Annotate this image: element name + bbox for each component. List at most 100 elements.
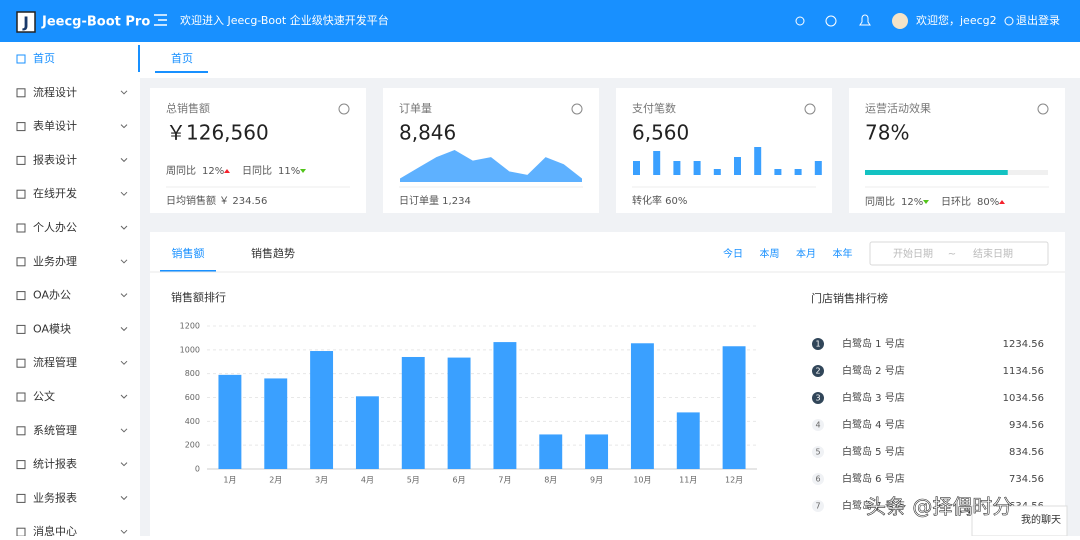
info-icon [804,103,816,115]
mini-bar [633,161,640,175]
chat-box [971,505,1068,537]
watermark: 头条 @择偶时分 [866,495,1012,519]
store-value: 1034.56 [1003,393,1044,404]
logo-text: Jeecg-Boot Pro [41,15,150,30]
menu-item[interactable]: 统计报表 [33,457,77,471]
y-tick-label: 0 [195,465,200,474]
store-name: 白鹭岛 1 号店 [842,337,905,350]
logout-button[interactable]: 退出登录 [1016,13,1060,27]
menu-arrow [120,529,128,534]
y-tick-label: 1000 [180,345,200,354]
range-button[interactable]: 本月 [796,247,816,260]
rank-number: 6 [815,475,820,484]
menu-item[interactable]: 表单设计 [33,119,77,133]
menu-item[interactable]: 系统管理 [33,423,77,437]
page-tab[interactable]: 首页 [171,51,193,65]
y-tick-label: 1200 [180,322,200,331]
rank-badge [812,500,824,512]
mini-bar [734,157,741,175]
card-title: 支付笔数 [632,101,676,115]
stat-label: 日环比 [941,196,971,208]
menu-item[interactable]: OA办公 [33,289,71,302]
card-footer: 转化率 60% [632,194,687,207]
bar [585,434,609,469]
menu-icon [16,88,26,98]
rank-badge [812,365,824,377]
menu-item[interactable]: 流程设计 [33,85,77,99]
mini-bar [794,169,802,175]
menu-icon [16,122,26,132]
bar [264,378,288,469]
rank-number: 1 [815,340,820,349]
y-tick-label: 600 [185,393,200,402]
menu-item[interactable]: 业务报表 [33,490,77,504]
x-tick-label: 8月 [544,476,557,485]
stat-value: 12% [202,166,224,177]
card-title: 订单量 [399,102,432,115]
mini-bar [673,161,681,175]
mini-bar [653,151,661,175]
menu-item[interactable]: 在线开发 [33,186,77,200]
user-name[interactable]: 欢迎您，jeecg2 [916,13,997,27]
card-footer: 日均销售额 ￥ 234.56 [166,194,267,207]
mini-bar [693,161,701,175]
x-tick-label: 4月 [361,476,374,485]
stat-card [383,88,599,213]
menu-icon [16,189,26,199]
sales-tab[interactable]: 销售趋势 [251,246,295,260]
menu-icon [16,460,26,470]
menu-item[interactable]: 报表设计 [33,152,77,166]
svg-text:J: J [22,14,29,32]
bar [722,346,746,469]
menu-arrow [120,462,128,467]
menu-item[interactable]: 业务办理 [33,255,77,268]
menu-icon [16,324,26,334]
menu-item[interactable]: OA模块 [33,322,71,335]
mini-bar [814,161,822,175]
menu-arrow [120,360,128,365]
card-value: 78% [865,121,909,145]
card-value: ￥126,560 [166,121,269,145]
range-button[interactable]: 本周 [760,247,780,260]
menu-icon [16,493,26,503]
y-tick-label: 400 [185,417,200,426]
x-tick-label: 5月 [407,476,420,485]
x-tick-label: 11月 [679,476,697,485]
trend-arrow [923,200,929,204]
range-button[interactable]: 本年 [833,247,853,260]
menu-item[interactable]: 个人办公 [33,221,77,234]
menu-arrow [120,90,128,95]
menu-item[interactable]: 流程管理 [33,355,77,369]
rank-badge [812,338,824,350]
range-button[interactable]: 今日 [723,247,743,260]
stat-value: 12% [901,197,923,208]
end-date[interactable]: 结束日期 [973,247,1013,260]
menu-arrow [120,259,128,264]
mini-bar [774,169,782,175]
store-name: 白鹭岛 3 号店 [842,391,905,404]
menu-item[interactable]: 公文 [33,389,55,403]
bar [401,356,425,469]
start-date[interactable]: 开始日期 [893,247,933,260]
info-icon [571,103,583,115]
rank-badge [812,392,824,404]
date-separator: ~ [948,249,956,260]
store-name: 白鹭岛 4 号店 [842,418,905,431]
rank-number: 3 [815,394,820,403]
bar [539,434,563,469]
menu-arrow [120,158,128,163]
ranking-title: 门店销售排行榜 [811,291,888,305]
menu-item[interactable]: 首页 [33,51,55,65]
rank-badge [812,473,824,485]
menu-item[interactable]: 消息中心 [33,524,77,538]
sales-tab[interactable]: 销售额 [172,246,205,260]
chat-label[interactable]: 我的聊天 [1021,513,1061,526]
store-value: 734.56 [1009,474,1044,485]
bar [447,357,471,469]
x-tick-label: 7月 [498,476,511,485]
menu-icon [16,54,26,64]
menu-arrow [120,293,128,298]
x-tick-label: 2月 [269,476,282,485]
menu-icon [16,358,26,368]
stat-label: 周同比 [166,165,196,177]
